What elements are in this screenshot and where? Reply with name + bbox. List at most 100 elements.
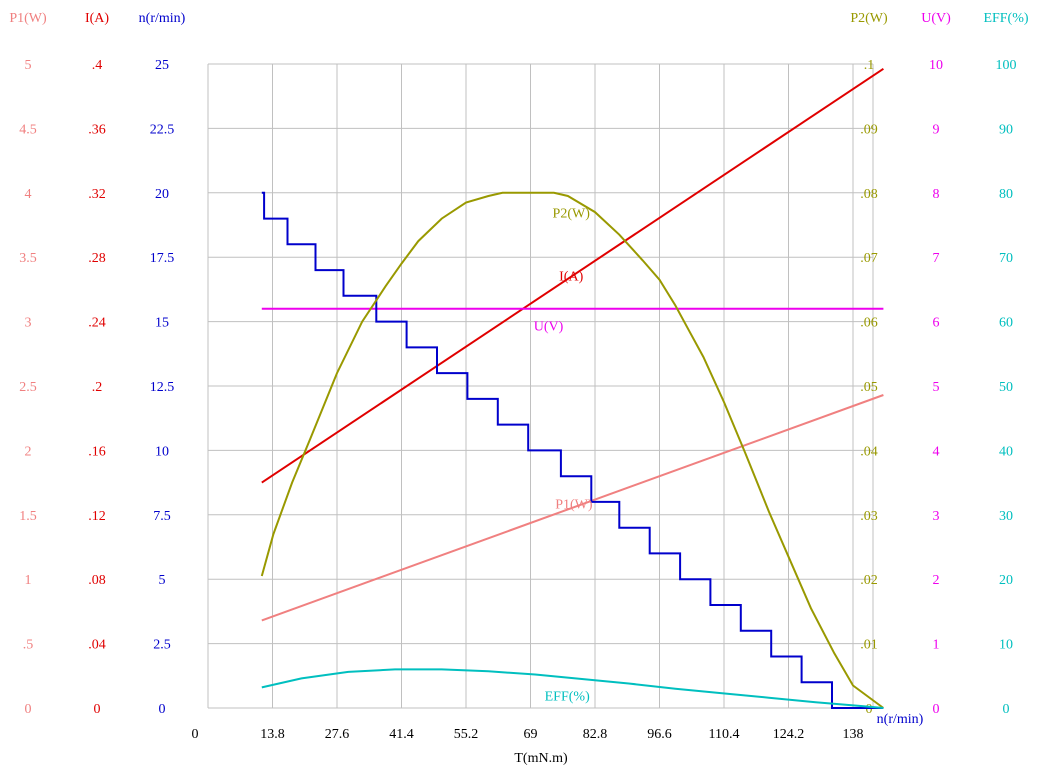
axis-title-p2: P2(W) — [850, 11, 888, 26]
x-tick-label: 13.8 — [260, 727, 285, 742]
tick-label-p1: 2 — [25, 444, 32, 459]
axis-title-p1: P1(W) — [9, 11, 47, 26]
tick-label-u: 7 — [933, 251, 940, 266]
x-axis-title: T(mN.m) — [514, 751, 568, 766]
x-tick-label: 110.4 — [709, 727, 740, 742]
tick-label-eff: 0 — [1003, 702, 1010, 717]
tick-label-p2: .1 — [864, 58, 875, 73]
tick-label-eff: 50 — [999, 380, 1013, 395]
tick-label-i: .36 — [88, 122, 106, 137]
tick-label-eff: 60 — [999, 316, 1013, 331]
tick-label-eff: 20 — [999, 573, 1013, 588]
tick-label-i: .12 — [88, 509, 106, 524]
tick-label-p2: .02 — [860, 573, 878, 588]
tick-label-p2: .07 — [860, 251, 878, 266]
tick-label-eff: 90 — [999, 122, 1013, 137]
series-line — [261, 394, 884, 622]
tick-label-u: 5 — [933, 380, 940, 395]
axis-title-i: I(A) — [85, 11, 109, 26]
x-tick-label: 27.6 — [325, 727, 350, 742]
x-tick-label: 138 — [843, 727, 864, 742]
series-label: U(V) — [534, 320, 564, 335]
series-line — [261, 67, 884, 484]
x-tick-label: 96.6 — [647, 727, 672, 742]
x-tick-label: 41.4 — [389, 727, 414, 742]
tick-label-eff: 10 — [999, 638, 1013, 653]
tick-label-eff: 30 — [999, 509, 1013, 524]
corner-label: n(r/min) — [877, 712, 924, 727]
tick-label-u: 2 — [933, 573, 940, 588]
series-line — [261, 668, 884, 709]
tick-label-i: .16 — [88, 444, 106, 459]
axis-title-u: U(V) — [921, 11, 951, 26]
series-line — [261, 191, 884, 709]
tick-label-n: 0 — [159, 702, 166, 717]
series-label: I(A) — [559, 270, 583, 285]
tick-label-eff: 100 — [996, 58, 1017, 73]
tick-label-n: 15 — [155, 316, 169, 331]
tick-label-u: 1 — [933, 638, 940, 653]
series-label: EFF(%) — [545, 690, 590, 705]
tick-label-u: 6 — [933, 316, 940, 331]
tick-label-p1: 0 — [25, 702, 32, 717]
tick-label-n: 20 — [155, 187, 169, 202]
tick-label-p1: 1.5 — [19, 509, 37, 524]
grid — [207, 63, 874, 709]
tick-label-u: 9 — [933, 122, 940, 137]
tick-label-p1: 2.5 — [19, 380, 37, 395]
tick-label-n: 22.5 — [150, 122, 175, 137]
tick-label-i: .08 — [88, 573, 106, 588]
axes: 0 13.8 27.6 41.4 55.2 69 82.8 96.6 110.4 124.2 138… — [9, 11, 1029, 766]
tick-label-p1: 4 — [25, 187, 32, 202]
tick-label-n: 10 — [155, 444, 169, 459]
tick-label-p1: 3.5 — [19, 251, 37, 266]
tick-label-p2: .01 — [860, 638, 878, 653]
tick-label-p2: .06 — [860, 316, 878, 331]
tick-label-p2: .05 — [860, 380, 878, 395]
series-labels: P2(W) I(A) U(V) P1(W) EFF(%) n(r/min) — [534, 207, 924, 727]
tick-label-u: 0 — [933, 702, 940, 717]
tick-label-i: .04 — [88, 638, 106, 653]
x-tick-label: 0 — [192, 727, 199, 742]
tick-label-p2: .09 — [860, 122, 878, 137]
tick-label-u: 3 — [933, 509, 940, 524]
tick-label-n: 25 — [155, 58, 169, 73]
tick-label-n: 12.5 — [150, 380, 175, 395]
tick-label-i: .4 — [92, 58, 103, 73]
tick-label-p1: 4.5 — [19, 122, 37, 137]
tick-label-p2: .03 — [860, 509, 878, 524]
tick-label-p2: 0 — [866, 702, 873, 717]
tick-label-p1: 3 — [25, 316, 32, 331]
tick-label-i: .28 — [88, 251, 106, 266]
tick-label-i: 0 — [94, 702, 101, 717]
x-tick-label: 55.2 — [454, 727, 479, 742]
tick-label-p2: .04 — [860, 444, 878, 459]
axis-title-n: n(r/min) — [139, 11, 186, 26]
tick-label-eff: 70 — [999, 251, 1013, 266]
x-tick-label: 82.8 — [583, 727, 608, 742]
tick-label-n: 2.5 — [153, 638, 171, 653]
series-lines — [260, 67, 884, 709]
series-line — [260, 191, 884, 709]
x-tick-label: 124.2 — [773, 727, 805, 742]
tick-label-eff: 40 — [999, 444, 1013, 459]
tick-label-p1: 5 — [25, 58, 32, 73]
tick-label-u: 4 — [933, 444, 940, 459]
tick-label-u: 8 — [933, 187, 940, 202]
series-label: P2(W) — [553, 207, 591, 222]
tick-label-p2: .08 — [860, 187, 878, 202]
tick-label-n: 17.5 — [150, 251, 175, 266]
series-label: P1(W) — [555, 497, 593, 512]
tick-label-i: .24 — [88, 316, 106, 331]
tick-label-i: .32 — [88, 187, 106, 202]
tick-label-i: .2 — [92, 380, 103, 395]
tick-label-eff: 80 — [999, 187, 1013, 202]
axis-title-eff: EFF(%) — [983, 11, 1028, 26]
tick-label-u: 10 — [929, 58, 943, 73]
tick-label-p1: .5 — [23, 638, 34, 653]
tick-label-n: 5 — [159, 573, 166, 588]
tick-label-p1: 1 — [25, 573, 32, 588]
tick-label-n: 7.5 — [153, 509, 171, 524]
